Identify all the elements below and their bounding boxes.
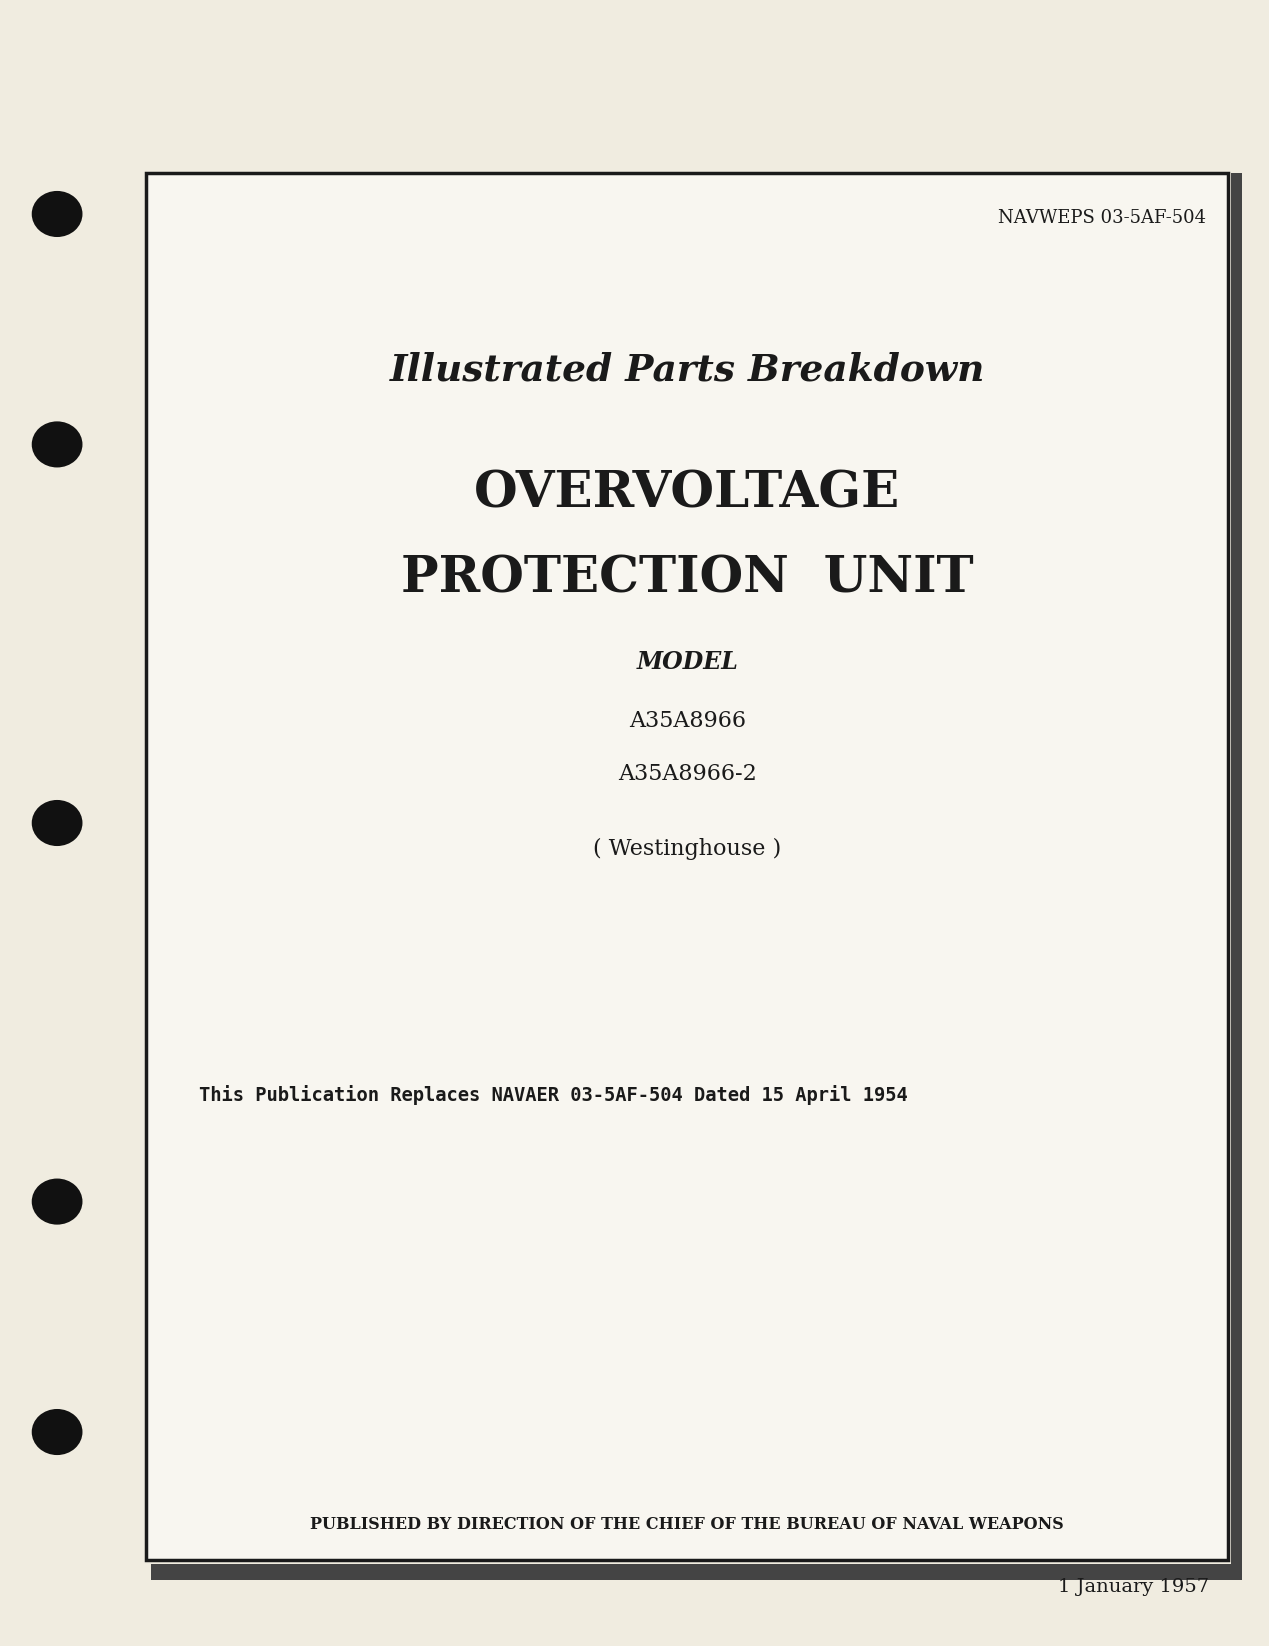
Text: PUBLISHED BY DIRECTION OF THE CHIEF OF THE BUREAU OF NAVAL WEAPONS: PUBLISHED BY DIRECTION OF THE CHIEF OF T… (311, 1516, 1063, 1532)
Text: PROTECTION  UNIT: PROTECTION UNIT (401, 555, 973, 604)
Text: NAVWEPS 03-5AF-504: NAVWEPS 03-5AF-504 (997, 209, 1206, 227)
Ellipse shape (32, 800, 82, 846)
Text: This Publication Replaces NAVAER 03-5AF-504 Dated 15 April 1954: This Publication Replaces NAVAER 03-5AF-… (199, 1085, 909, 1104)
Text: Illustrated Parts Breakdown: Illustrated Parts Breakdown (390, 352, 985, 388)
Text: MODEL: MODEL (636, 650, 739, 673)
FancyBboxPatch shape (151, 1564, 1242, 1580)
Ellipse shape (32, 191, 82, 237)
Ellipse shape (32, 421, 82, 467)
Text: 1 January 1957: 1 January 1957 (1058, 1579, 1209, 1595)
FancyBboxPatch shape (146, 173, 1228, 1560)
Text: A35A8966: A35A8966 (628, 709, 746, 732)
Text: ( Westinghouse ): ( Westinghouse ) (593, 838, 782, 861)
Ellipse shape (32, 1409, 82, 1455)
FancyBboxPatch shape (1231, 173, 1242, 1572)
Text: OVERVOLTAGE: OVERVOLTAGE (475, 469, 900, 518)
Ellipse shape (32, 1179, 82, 1225)
Text: A35A8966-2: A35A8966-2 (618, 762, 756, 785)
